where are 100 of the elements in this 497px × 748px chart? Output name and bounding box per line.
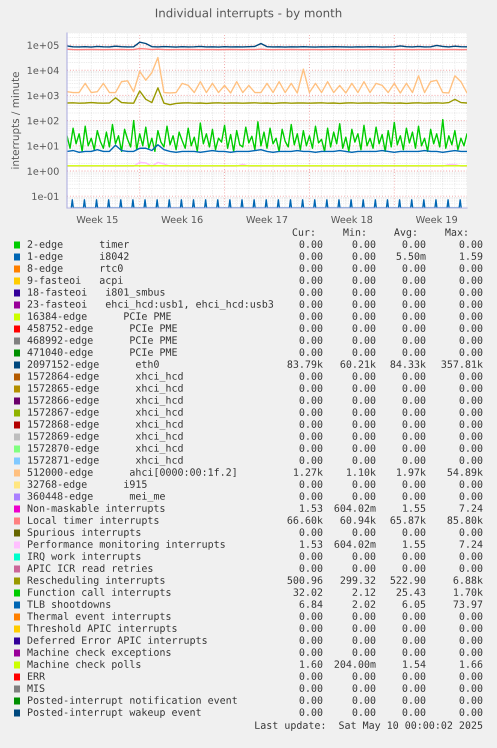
text: 0.00 <box>402 288 426 296</box>
text: 73.97 <box>454 600 482 608</box>
text: 1.59 <box>460 252 482 260</box>
legend-label: Posted-interrupt notification event <box>28 696 237 706</box>
text: 0.00 <box>460 492 482 500</box>
legend-label: 1572871-edge xhci_hcd <box>28 456 183 466</box>
text: 83.79k <box>288 360 323 368</box>
text: 0.00 <box>352 312 376 320</box>
text: 0.00 <box>352 636 376 644</box>
text: 0.00 <box>402 564 426 572</box>
text: 0.00 <box>460 432 482 440</box>
text: 1.97k <box>397 468 426 476</box>
legend-label: Machine check polls <box>27 660 140 670</box>
text: 0.00 <box>402 672 426 680</box>
text: 0.00 <box>300 264 322 272</box>
text: 0.00 <box>460 552 482 560</box>
y-tick-label: 1e+02 <box>28 117 58 124</box>
text: 7.24 <box>460 504 483 512</box>
text: 0.00 <box>402 636 426 644</box>
text: 0.00 <box>352 384 376 392</box>
text: 0.00 <box>460 348 482 356</box>
text: 6.05 <box>402 600 426 608</box>
legend-label: TLB shootdowns <box>27 600 110 608</box>
text: 0.00 <box>402 612 426 620</box>
text: 0.00 <box>402 264 426 272</box>
text: 0.00 <box>300 384 322 392</box>
text: 0.00 <box>300 624 322 632</box>
text: 0.00 <box>402 336 426 344</box>
text: 0.00 <box>300 276 322 284</box>
text: 0.00 <box>352 252 376 260</box>
text: 604.02m <box>334 540 376 548</box>
line-series <box>67 87 467 106</box>
text: 0.00 <box>300 408 322 416</box>
chart-title: Individual interrupts - by month <box>156 8 342 20</box>
text: 0.00 <box>352 480 376 488</box>
text: 0.00 <box>402 648 426 656</box>
text: 0.00 <box>352 684 376 692</box>
text: 0.00 <box>460 384 482 392</box>
text: 0.00 <box>460 696 482 704</box>
text: 0.00 <box>352 288 376 296</box>
text: Last update: Sat May 10 00:00:02 2025 <box>255 721 482 731</box>
text: 0.00 <box>402 528 426 536</box>
text: 0.00 <box>402 420 426 428</box>
y-axis-title: interrupts / minute <box>11 72 22 168</box>
legend-label: Function call interrupts <box>28 588 170 598</box>
legend-label: 1572866-edge xhci_hcd <box>28 396 183 406</box>
legend-label: 18-fasteoi i801_smbus <box>28 288 164 298</box>
text: 0.00 <box>460 240 482 248</box>
legend-label: 23-fasteoi ehci_hcd:usb1, ehci_hcd:usb3 <box>28 300 274 310</box>
legend-label: Threshold APIC interrupts <box>27 624 177 634</box>
text: Avg: <box>394 228 416 238</box>
text: 84.33k <box>390 360 426 368</box>
text: 0.00 <box>300 348 322 356</box>
legend-label: Rescheduling interrupts <box>28 576 164 586</box>
text: 0.00 <box>300 672 322 680</box>
text: 0.00 <box>402 684 426 692</box>
text: 0.00 <box>460 372 482 380</box>
text: 32.02 <box>294 588 322 596</box>
text: 0.00 <box>402 372 426 380</box>
text: 0.00 <box>352 708 376 716</box>
text: 0.00 <box>300 456 322 464</box>
text: 0.00 <box>352 408 376 416</box>
text: 65.87k <box>390 516 426 524</box>
text: 0.00 <box>352 300 376 308</box>
text: 0.00 <box>460 528 482 536</box>
text: 0.00 <box>402 492 426 500</box>
legend-label: MIS <box>27 684 44 692</box>
text: 0.00 <box>460 396 482 404</box>
text: 0.00 <box>460 648 482 656</box>
text: 0.00 <box>300 288 322 296</box>
text: 0.00 <box>460 288 482 296</box>
text: 0.00 <box>460 456 482 464</box>
text: 0.00 <box>402 324 426 332</box>
legend-label: Non-maskable interrupts <box>28 504 164 514</box>
text: 0.00 <box>460 684 482 692</box>
legend-label: 8-edge rtc0 <box>28 264 123 274</box>
text: Cur: <box>292 228 314 236</box>
text: 1.27k <box>294 468 323 476</box>
text: 0.00 <box>352 432 376 440</box>
text: 0.00 <box>352 396 376 404</box>
text: 0.00 <box>460 420 482 428</box>
text: 0.00 <box>352 552 376 560</box>
text: 1.54 <box>403 660 426 668</box>
text: 0.00 <box>352 264 376 272</box>
text: 0.00 <box>300 444 322 452</box>
legend-label: Posted-interrupt wakeup event <box>28 708 201 718</box>
text: 0.00 <box>460 612 482 620</box>
legend-label: 1572864-edge xhci_hcd <box>28 372 183 382</box>
text: 1.55 <box>403 540 426 548</box>
text: 0.00 <box>460 336 482 344</box>
text: 6.88k <box>454 576 483 584</box>
text: 0.00 <box>352 420 376 428</box>
text: 0.00 <box>402 444 426 452</box>
text: 0.00 <box>300 252 322 260</box>
text: 0.00 <box>460 324 482 332</box>
text: Min: <box>343 228 365 236</box>
text: 0.00 <box>300 300 322 308</box>
legend-label: 512000-edge ahci[0000:00:1f.2] <box>28 468 236 478</box>
text: 0.00 <box>300 312 322 320</box>
text: 7.24 <box>460 540 483 548</box>
